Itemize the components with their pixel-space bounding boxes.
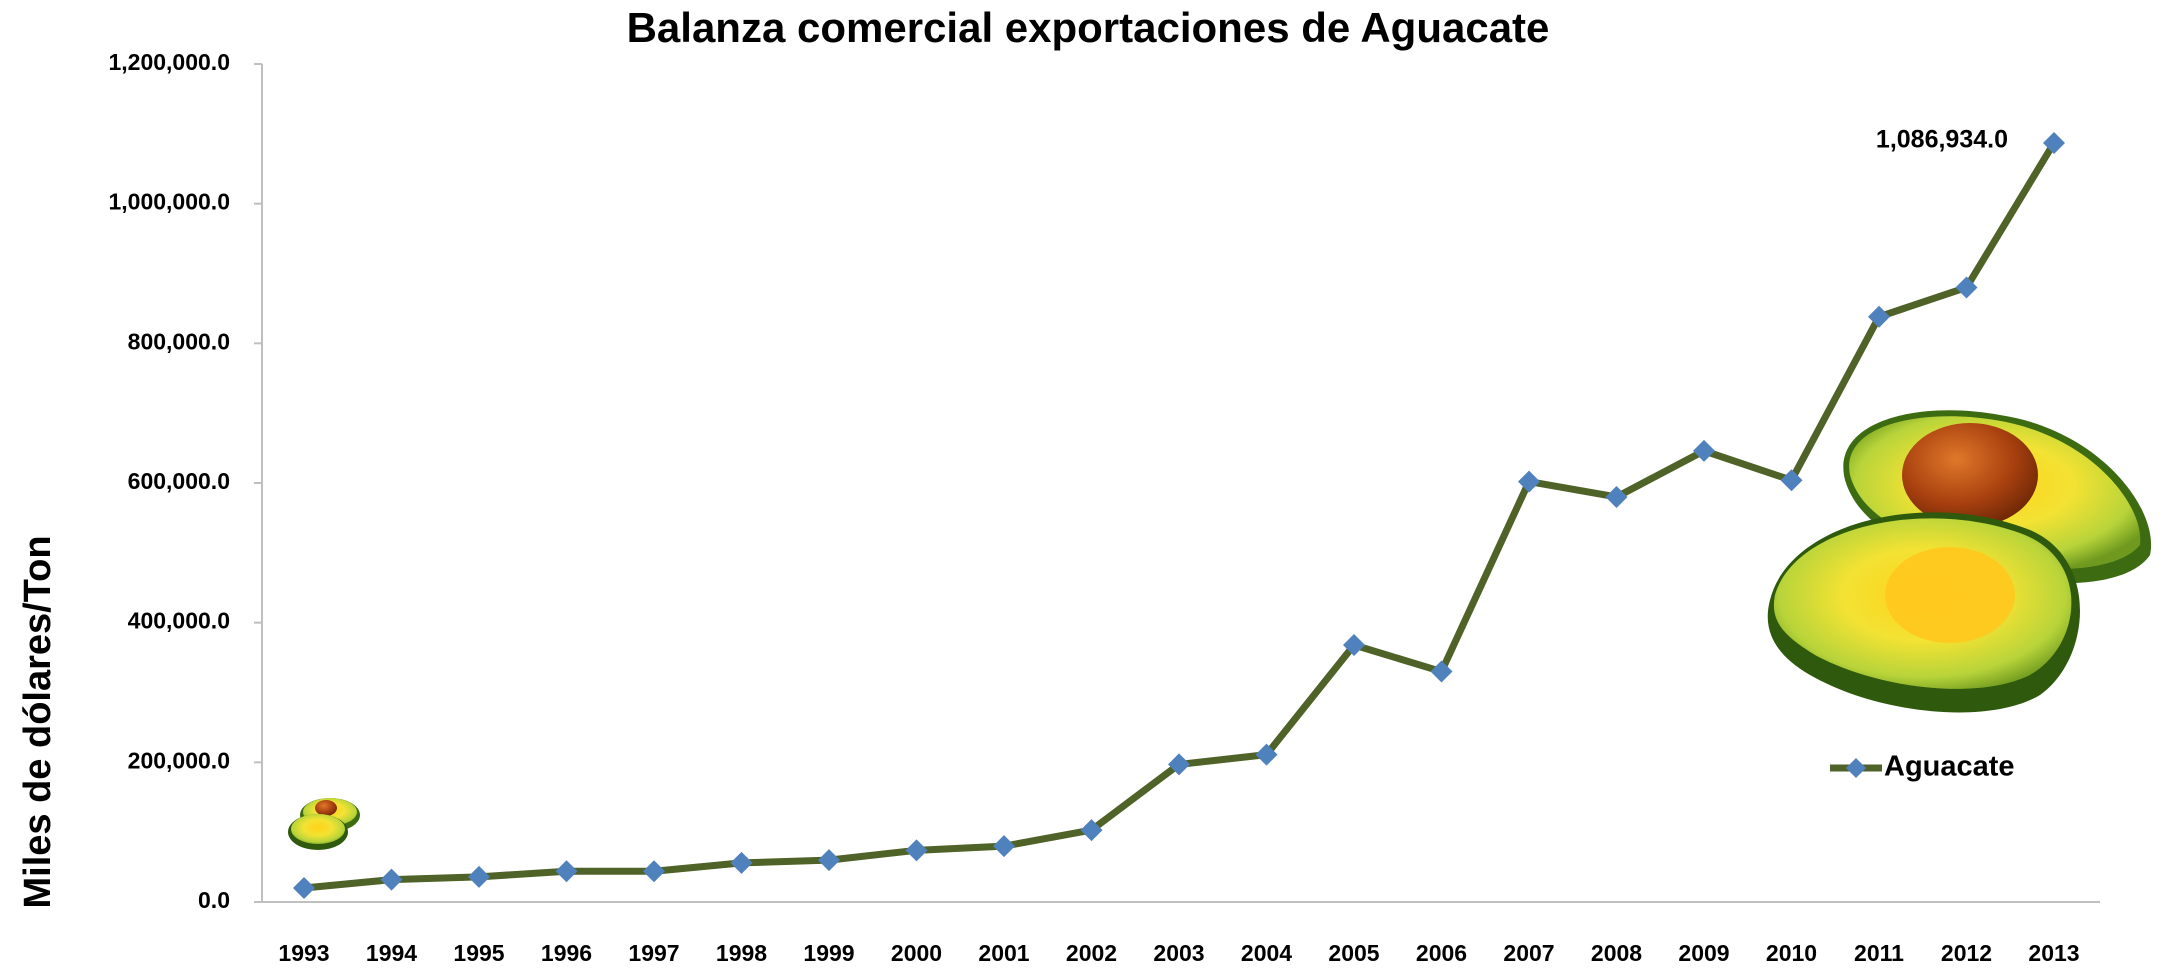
x-tick-label: 2001 — [978, 940, 1029, 966]
x-tick-label: 1997 — [628, 940, 679, 966]
data-point — [993, 835, 1015, 857]
x-tick-label: 1999 — [803, 940, 854, 966]
data-label: 1,086,934.0 — [1876, 126, 2008, 154]
chart-title: Balanza comercial exportaciones de Aguac… — [627, 4, 1550, 51]
x-tick-label: 1993 — [278, 940, 329, 966]
y-tick-label: 200,000.0 — [128, 747, 230, 773]
y-tick-label: 0.0 — [198, 887, 230, 913]
x-tick-label: 2013 — [2028, 940, 2079, 966]
data-point — [906, 839, 928, 861]
data-point — [556, 860, 578, 882]
x-tick-label: 2009 — [1678, 940, 1729, 966]
data-point — [643, 860, 665, 882]
y-tick-label: 800,000.0 — [128, 328, 230, 354]
data-point — [381, 869, 403, 891]
y-tick-label: 600,000.0 — [128, 468, 230, 494]
data-point — [1518, 471, 1540, 493]
x-tick-label: 1995 — [453, 940, 504, 966]
x-tick-label: 1994 — [366, 940, 417, 966]
x-tick-label: 2007 — [1503, 940, 1554, 966]
x-tick-label: 2012 — [1941, 940, 1992, 966]
avocado-small — [288, 798, 360, 850]
data-point — [468, 866, 490, 888]
avocado-large — [1768, 410, 2151, 712]
x-tick-label: 2004 — [1241, 940, 1292, 966]
x-tick-label: 2003 — [1153, 940, 1204, 966]
series-line — [304, 143, 2054, 888]
x-tick-label: 2011 — [1854, 940, 1904, 966]
x-tick-label: 2005 — [1328, 940, 1379, 966]
legend-label: Aguacate — [1884, 751, 2015, 783]
x-tick-label: 2000 — [891, 940, 942, 966]
y-tick-label: 1,200,000.0 — [108, 49, 230, 75]
y-axis-title: Miles de dólares/Ton — [17, 535, 59, 908]
x-tick-label: 2002 — [1066, 940, 1117, 966]
x-tick-label: 2006 — [1416, 940, 1467, 966]
data-point — [731, 852, 753, 874]
data-point — [293, 877, 315, 899]
x-tick-label: 2008 — [1591, 940, 1642, 966]
data-point — [818, 849, 840, 871]
chart: Balanza comercial exportaciones de Aguac… — [0, 0, 2177, 980]
y-tick-label: 1,000,000.0 — [108, 189, 230, 215]
legend-marker — [1846, 758, 1866, 778]
x-tick-label: 1996 — [541, 940, 592, 966]
x-tick-label: 2010 — [1766, 940, 1817, 966]
data-point — [1431, 661, 1453, 683]
y-tick-label: 400,000.0 — [128, 608, 230, 634]
x-tick-label: 1998 — [716, 940, 767, 966]
